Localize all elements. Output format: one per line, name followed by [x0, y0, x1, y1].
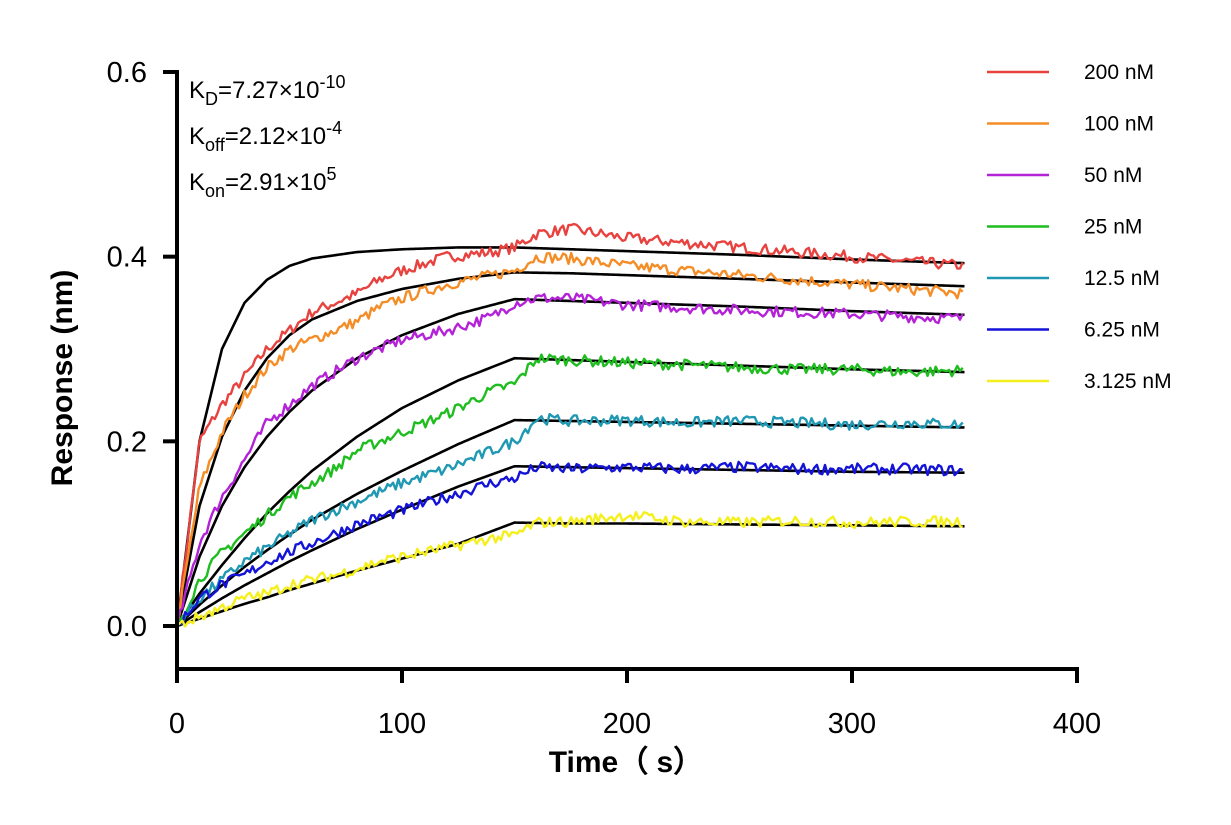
fit-curve-100-nM: [175, 271, 965, 627]
x-tick-label: 0: [169, 708, 185, 740]
series-line-6-25-nM: [176, 460, 964, 627]
x-tick-label: 400: [1053, 708, 1101, 740]
legend-label: 200 nM: [1084, 61, 1154, 84]
series-lines: [175, 222, 964, 628]
legend-label: 12.5 nM: [1084, 267, 1160, 290]
x-tick-label: 200: [603, 708, 651, 740]
kinetic-constant-on: Kon=2.91×105: [189, 164, 337, 201]
legend: 200 nM 100 nM 50 nM 25 nM 12.5 nM 6.25 nM 3.12…: [987, 61, 1172, 393]
fit-curves: [175, 246, 965, 628]
kinetic-constants: KD=7.27×10-10 Koff=2.12×10-4 Kon=2.91×105: [189, 72, 345, 201]
axes: 0.0 0.2 0.4 0.6 0 100 200 300 400: [107, 57, 1102, 740]
kinetic-constant-D: KD=7.27×10-10: [189, 72, 345, 109]
fit-curve-50-nM: [175, 297, 965, 627]
legend-label: 6.25 nM: [1084, 319, 1160, 342]
x-axis-title: Time（ s）: [549, 745, 704, 779]
y-tick-label: 0.6: [107, 57, 147, 89]
y-axis-title: Response (nm): [46, 270, 79, 487]
series-line-3-125-nM: [176, 510, 963, 628]
series-line-12-5-nM: [176, 412, 964, 627]
series-line-200-nM: [175, 222, 964, 627]
legend-label: 25 nM: [1084, 216, 1142, 239]
y-tick-label: 0.2: [107, 426, 147, 458]
kinetic-constant-off: Koff=2.12×10-4: [189, 118, 342, 155]
y-tick-label: 0.0: [107, 611, 147, 643]
series-line-50-nM: [175, 292, 964, 627]
fit-curve-3-125-nM: [176, 521, 965, 628]
series-line-25-nM: [175, 353, 964, 627]
y-tick-label: 0.4: [107, 242, 147, 274]
legend-label: 100 nM: [1084, 113, 1154, 136]
fit-curve-200-nM: [175, 246, 965, 627]
x-tick-label: 300: [828, 708, 876, 740]
x-tick-label: 100: [378, 708, 426, 740]
series-line-100-nM: [175, 251, 964, 627]
legend-label: 3.125 nM: [1084, 370, 1172, 393]
legend-label: 50 nM: [1084, 164, 1142, 187]
